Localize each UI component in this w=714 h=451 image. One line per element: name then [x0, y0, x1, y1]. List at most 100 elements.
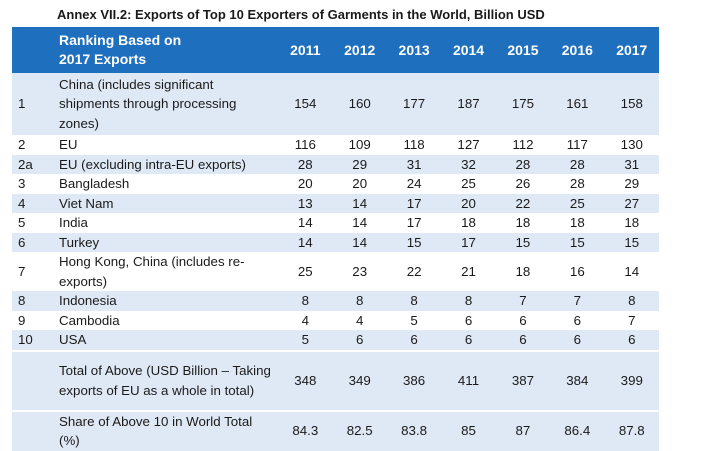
value-cell: 177	[403, 96, 426, 112]
value-cell: 6	[573, 312, 582, 328]
value-cell: 6	[464, 312, 473, 328]
value-cell: 18	[515, 215, 531, 230]
value-cell: 386	[403, 372, 426, 388]
value-cell: 187	[457, 96, 480, 112]
value-cell: 82.5	[346, 423, 373, 439]
value-cell: 27	[624, 195, 640, 211]
value-cell: 14	[352, 215, 368, 230]
value-cell: 384	[566, 372, 589, 388]
value-cell: 28	[569, 176, 585, 191]
value-cell: 85	[461, 423, 476, 439]
value-cell: 6	[464, 332, 473, 347]
value-cell: 24	[406, 176, 422, 191]
table-row: 3 Bangladesh 20 20 24 25 26 28 29	[12, 174, 659, 194]
year-header: 2011	[290, 42, 321, 58]
country-cell: Turkey	[59, 234, 100, 250]
value-cell: 15	[406, 234, 422, 250]
value-cell: 29	[624, 176, 640, 191]
value-cell: 5	[410, 312, 418, 328]
value-cell: 112	[512, 137, 534, 152]
country-cell: India	[59, 215, 88, 230]
value-cell: 14	[624, 263, 640, 279]
value-cell: 349	[348, 372, 371, 388]
value-cell: 20	[461, 195, 476, 211]
value-cell: 25	[297, 263, 313, 279]
rank-cell: 9	[18, 312, 26, 328]
rank-cell: 7	[18, 263, 26, 279]
value-cell: 6	[519, 332, 527, 347]
value-cell: 116	[294, 137, 316, 152]
value-cell: 25	[569, 195, 585, 211]
value-cell: 6	[573, 332, 582, 347]
table-row: Share of Above 10 in World Total (%) 84.3…	[12, 411, 659, 451]
value-cell: 15	[624, 234, 640, 250]
value-cell: 16	[569, 263, 585, 279]
value-cell: 117	[566, 137, 588, 152]
value-cell: 348	[294, 372, 317, 388]
value-cell: 4	[301, 312, 309, 328]
value-cell: 14	[352, 234, 368, 250]
value-cell: 86.4	[564, 423, 591, 439]
year-header: 2015	[507, 42, 539, 58]
value-cell: 7	[628, 312, 636, 328]
rank-cell	[12, 352, 55, 410]
value-cell: 87	[515, 423, 531, 439]
table-row: 6 Turkey 14 14 15 17 15 15 15	[12, 232, 659, 252]
value-cell: 127	[457, 137, 480, 152]
table-row: Total of Above (USD Billion – Taking exp…	[12, 351, 659, 410]
value-cell: 130	[620, 137, 643, 152]
table-row: 8 Indonesia 8 8 8 8 7 7 8	[12, 291, 659, 311]
rank-cell: 4	[18, 195, 26, 211]
country-cell: EU	[59, 137, 78, 152]
value-cell: 8	[356, 293, 364, 308]
value-cell: 18	[461, 215, 476, 230]
value-cell: 18	[569, 215, 585, 230]
value-cell: 6	[628, 332, 636, 347]
rank-cell: 6	[18, 234, 26, 250]
year-header: 2013	[398, 42, 430, 58]
value-cell: 25	[461, 176, 476, 191]
value-cell: 399	[620, 372, 643, 388]
year-header: 2012	[344, 42, 376, 58]
value-cell: 161	[566, 96, 589, 112]
value-cell: 4	[356, 312, 364, 328]
value-cell: 14	[352, 195, 368, 211]
table-row: 1 China (includes significant shipments t…	[12, 73, 659, 135]
value-cell: 175	[511, 96, 535, 112]
rank-cell	[12, 412, 55, 451]
country-cell: Hong Kong, China (includes re-exports)	[59, 254, 245, 289]
value-cell: 84.3	[292, 423, 319, 439]
value-cell: 15	[569, 234, 585, 250]
rank-cell: 5	[18, 215, 26, 230]
table-title: Annex VII.2: Exports of Top 10 Exporters…	[57, 7, 545, 22]
value-cell: 28	[515, 156, 531, 172]
value-cell: 29	[352, 156, 368, 172]
value-cell: 7	[573, 293, 582, 308]
country-cell: Cambodia	[59, 312, 120, 328]
value-cell: 6	[410, 332, 418, 347]
value-cell: 15	[515, 234, 531, 250]
value-cell: 31	[406, 156, 422, 172]
rank-cell: 3	[18, 176, 26, 191]
value-cell: 23	[352, 263, 368, 279]
country-cell: Share of Above 10 in World Total (%)	[59, 413, 253, 449]
country-cell: USA	[59, 332, 87, 347]
value-cell: 8	[628, 293, 636, 308]
value-cell: 158	[620, 96, 643, 112]
exports-table: Ranking Based on 2017 Exports 2011 20 1 2 …	[12, 27, 659, 451]
value-cell: 21	[461, 263, 476, 279]
value-cell: 154	[294, 96, 317, 112]
year-header: 2014	[452, 42, 485, 58]
country-cell: EU (excluding intra-EU exports)	[59, 156, 246, 172]
table-row: 2 EU 116 109 118 127 112 117 130	[12, 135, 659, 155]
value-cell: 387	[511, 372, 535, 388]
value-cell: 7	[519, 293, 527, 308]
value-cell: 20	[352, 176, 368, 191]
value-cell: 20	[297, 176, 313, 191]
country-cell: Bangladesh	[59, 176, 130, 191]
ranking-header: Ranking Based on 2017 Exports	[59, 32, 182, 67]
value-cell: 5	[301, 332, 309, 347]
value-cell: 17	[406, 195, 422, 211]
country-cell: Total of Above (USD Billion – Taking exp…	[59, 363, 271, 398]
table-row: 5 India 14 14 17 18 18 18 18	[12, 213, 659, 233]
